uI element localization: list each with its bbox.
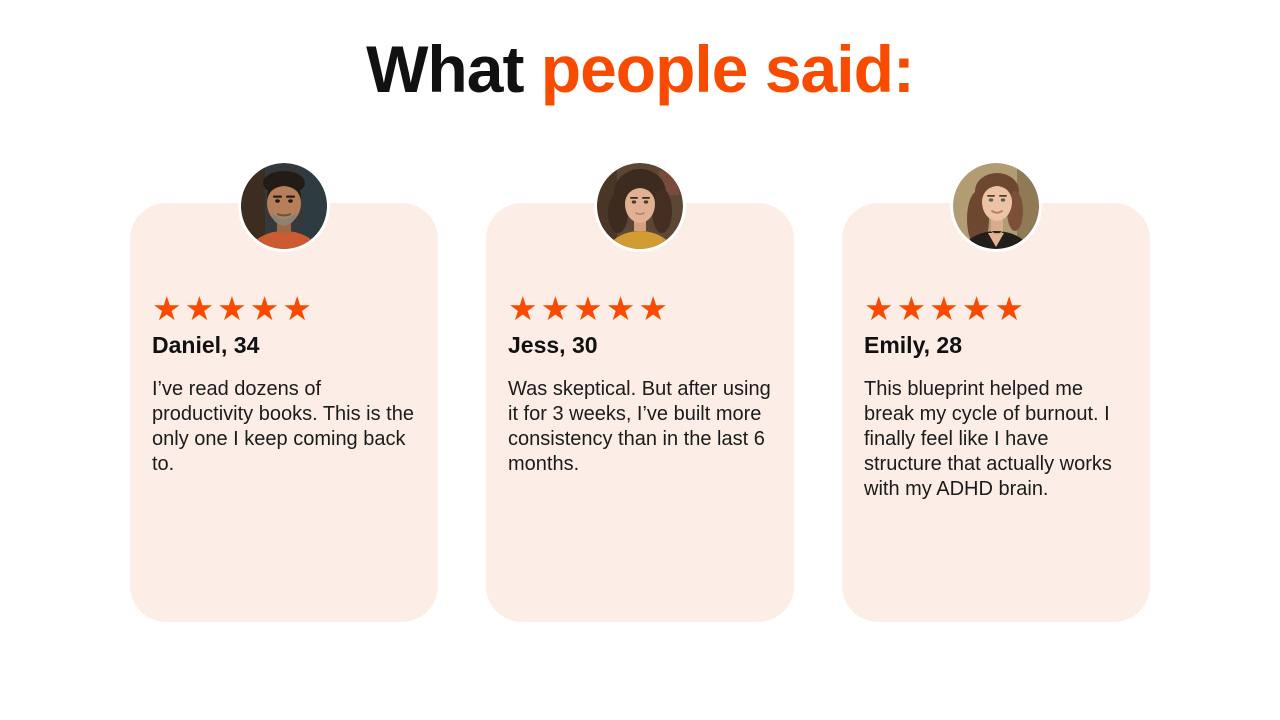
testimonials-slide: What people said: bbox=[0, 36, 1280, 720]
star-rating: ★★★★★ bbox=[864, 290, 1027, 327]
review-text: This blueprint helped me break my cycle … bbox=[864, 378, 1112, 500]
emily-avatar-image bbox=[953, 163, 1039, 249]
avatar-daniel bbox=[238, 160, 330, 252]
avatar-jess bbox=[594, 160, 686, 252]
title-prefix: What bbox=[366, 32, 524, 106]
testimonial-cards: ★★★★★ Daniel, 34 I’ve read dozens of pro… bbox=[0, 160, 1280, 622]
reviewer-name: Emily, 28 bbox=[864, 332, 963, 358]
page-title: What people said: bbox=[0, 36, 1280, 102]
star-rating: ★★★★★ bbox=[508, 290, 671, 327]
review-text: I’ve read dozens of productivity books. … bbox=[152, 378, 414, 475]
testimonial-card-jess: ★★★★★ Jess, 30 Was skeptical. But after … bbox=[486, 160, 794, 622]
star-rating: ★★★★★ bbox=[152, 290, 315, 327]
title-highlight: people said: bbox=[540, 32, 915, 106]
testimonial-card-daniel: ★★★★★ Daniel, 34 I’ve read dozens of pro… bbox=[130, 160, 438, 622]
jess-avatar-image bbox=[597, 163, 683, 249]
avatar-emily bbox=[950, 160, 1042, 252]
reviewer-name: Jess, 30 bbox=[508, 332, 598, 358]
daniel-avatar-image bbox=[241, 163, 327, 249]
testimonial-card-emily: ★★★★★ Emily, 28 This blueprint helped me… bbox=[842, 160, 1150, 622]
reviewer-name: Daniel, 34 bbox=[152, 332, 260, 358]
review-text: Was skeptical. But after using it for 3 … bbox=[508, 378, 771, 475]
